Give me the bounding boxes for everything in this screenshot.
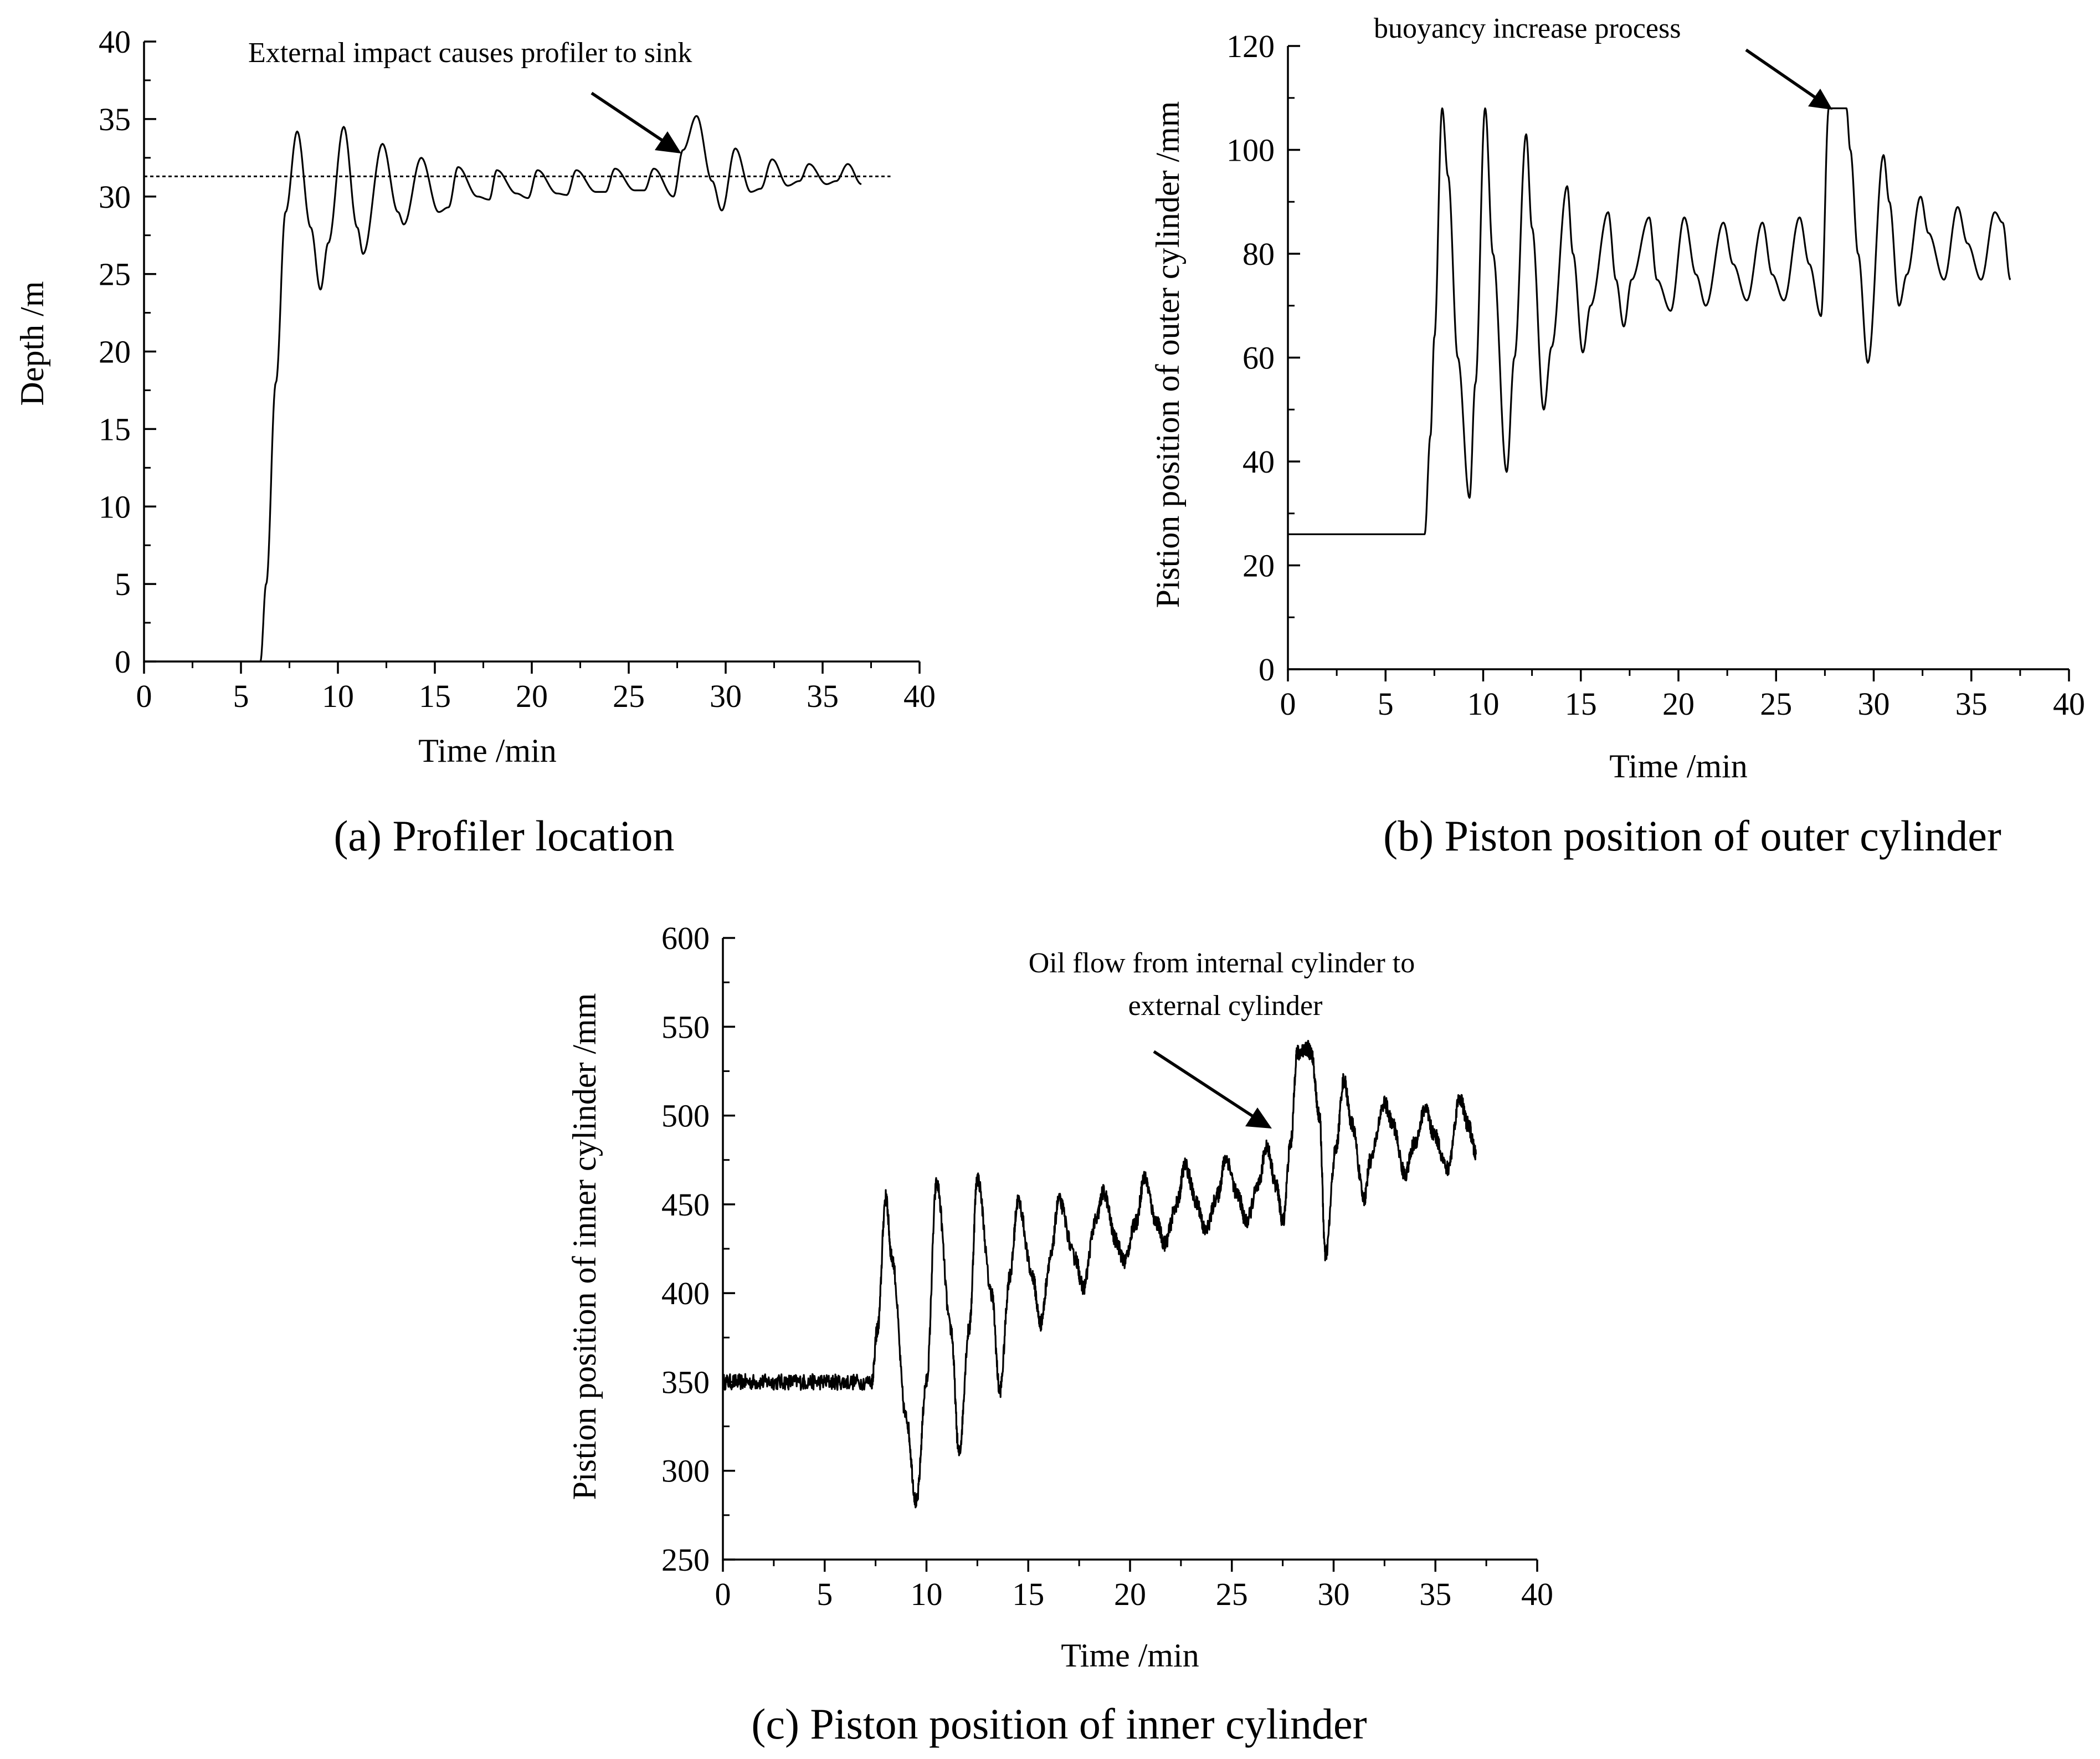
chart-c-ylabel: Pistion position of inner cylinder /mm [566,993,603,1500]
chart-b-ytick-4: 80 [1242,236,1275,272]
chart-a-xtick-7: 35 [807,678,839,714]
chart-a-xtick-4: 20 [516,678,548,714]
chart-a-xtick-6: 30 [710,678,742,714]
chart-c-xtick-0: 0 [715,1576,731,1612]
chart-a: 0 5 10 15 20 25 30 35 40 0 5 10 15 20 25… [14,24,936,860]
chart-b-xtick-3: 15 [1565,686,1597,722]
chart-b-ytick-5: 100 [1226,132,1275,168]
chart-b: 0 5 10 15 20 25 30 35 40 0 20 40 60 80 1… [1149,13,2085,860]
chart-a-arrowhead [655,131,681,153]
chart-a-axes [143,42,920,663]
chart-a-ytick-2: 10 [99,489,131,525]
chart-a-xtick-8: 40 [903,678,936,714]
chart-c-xlabel: Time /min [1061,1637,1199,1674]
chart-a-xtick-3: 15 [419,678,451,714]
chart-c-ytick-6: 550 [661,1009,710,1045]
chart-b-ylabel: Pistion position of outer cylinder /mm [1149,101,1186,608]
chart-b-ytick-2: 40 [1242,444,1275,480]
chart-c-xtick-2: 10 [911,1576,943,1612]
chart-a-ytick-7: 35 [99,101,131,137]
chart-c-ytick-2: 350 [661,1364,710,1400]
chart-c-ytick-5: 500 [661,1098,710,1134]
chart-a-ytick-3: 15 [99,411,131,447]
chart-b-xtick-2: 10 [1467,686,1500,722]
chart-a-xlabel: Time /min [418,732,557,769]
chart-a-ytick-8: 40 [99,24,131,60]
chart-b-axis-frame [1287,46,2069,670]
chart-b-xtick-8: 40 [2053,686,2085,722]
chart-b-annotation: buoyancy increase process [1374,13,1681,44]
chart-c-xtick-1: 5 [817,1576,833,1612]
chart-c-ytick-4: 450 [661,1187,710,1223]
chart-b-xtick-0: 0 [1280,686,1296,722]
chart-b-ytick-1: 20 [1242,548,1275,584]
chart-c-xtick-3: 15 [1012,1576,1044,1612]
chart-c-ytick-0: 250 [661,1542,710,1578]
chart-c-xtick-4: 20 [1114,1576,1146,1612]
chart-a-xtick-1: 5 [233,678,249,714]
chart-a-ytick-5: 25 [99,257,131,293]
chart-b-xtick-7: 35 [1955,686,1988,722]
chart-c-xtick-7: 35 [1419,1576,1451,1612]
chart-b-ytick-3: 60 [1242,340,1275,376]
chart-b-arrowhead [1808,89,1832,110]
chart-b-caption: (b) Piston position of outer cylinder [1383,812,2001,860]
chart-c-arrowhead [1245,1107,1272,1129]
chart-a-xtick-2: 10 [322,678,354,714]
chart-c-caption: (c) Piston position of inner cylinder [751,1700,1367,1748]
chart-c-ytick-3: 400 [661,1275,710,1311]
chart-a-ticks [143,40,921,674]
chart-b-xtick-1: 5 [1378,686,1394,722]
chart-a-xtick-5: 25 [613,678,645,714]
chart-b-ytick-6: 120 [1226,28,1275,64]
chart-b-xtick-5: 25 [1760,686,1792,722]
chart-b-axes [1287,46,2069,670]
chart-a-ytick-4: 20 [99,334,131,370]
chart-c-series-inner-piston [722,1040,1477,1509]
chart-c-annotation-line-1: Oil flow from internal cylinder to [1029,947,1415,979]
chart-c-xtick-5: 25 [1216,1576,1248,1612]
chart-c-annotation-line-2: external cylinder [1128,990,1323,1022]
chart-a-annotation: External impact causes profiler to sink [248,37,692,69]
chart-a-xtick-0: 0 [136,678,152,714]
chart-c-ytick-7: 600 [661,920,710,956]
chart-b-xtick-6: 30 [1858,686,1890,722]
chart-a-ylabel: Depth /m [14,281,50,406]
chart-c-ticks [722,937,1538,1572]
chart-a-axis-frame [143,42,920,663]
chart-a-ytick-1: 5 [115,566,131,602]
chart-b-annotation-arrow [1745,48,1818,100]
chart-c-xtick-6: 30 [1318,1576,1350,1612]
chart-a-annotation-arrow [591,91,665,143]
chart-b-ticks [1287,45,2070,681]
chart-b-ytick-0: 0 [1259,652,1275,688]
chart-b-xlabel: Time /min [1609,748,1748,784]
chart-a-series-depth [144,115,862,663]
chart-b-xtick-4: 20 [1662,686,1695,722]
chart-a-ytick-0: 0 [115,644,131,680]
chart-c-annotation: Oil flow from internal cylinder to exter… [1029,947,1422,1022]
chart-c-xtick-8: 40 [1521,1576,1553,1612]
chart-a-ytick-6: 30 [99,179,131,215]
chart-b-series-outer-piston [1288,107,2011,535]
chart-c-annotation-arrow [1153,1050,1254,1118]
chart-c: 0 5 10 15 20 25 30 35 40 250 300 350 400… [566,920,1553,1748]
chart-a-caption: (a) Profiler location [333,812,674,860]
chart-c-ytick-1: 300 [661,1453,710,1489]
